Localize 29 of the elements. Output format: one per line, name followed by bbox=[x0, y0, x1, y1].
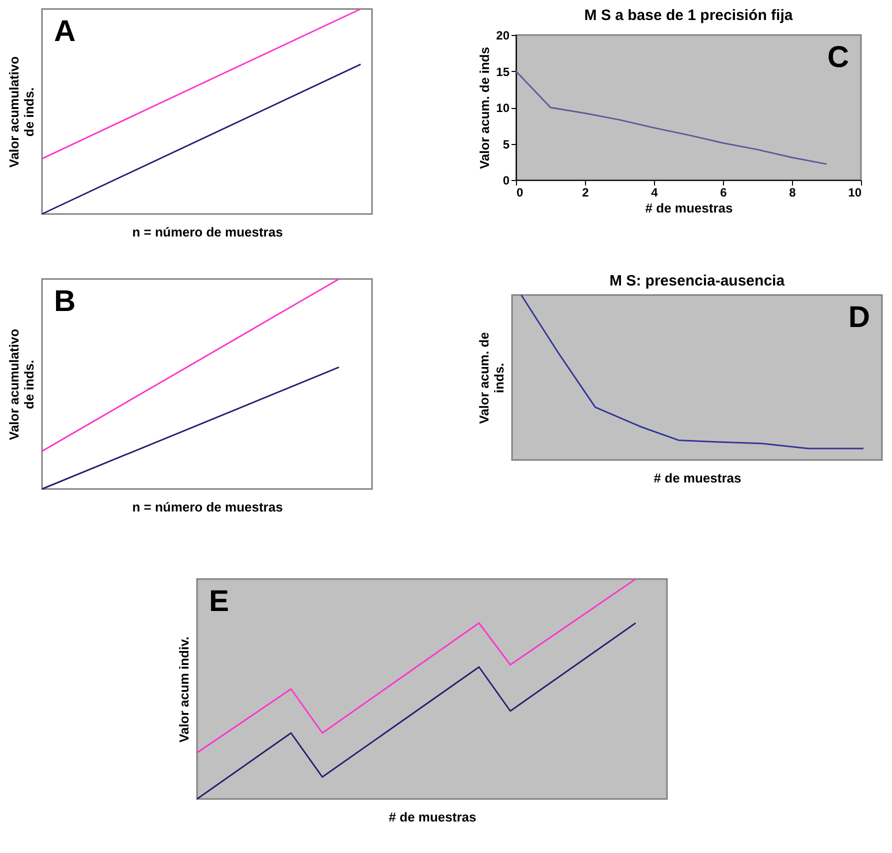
x-tick-label: 4 bbox=[651, 186, 658, 200]
y-axis-title: Valor acumulativo de inds. bbox=[6, 56, 36, 168]
y-axis-title: Valor acumulativo de inds. bbox=[6, 328, 36, 440]
annotation: A bbox=[54, 15, 76, 48]
annotation: B bbox=[54, 285, 76, 318]
x-tick-label: 6 bbox=[720, 186, 728, 200]
x-axis-title: n = número de muestras bbox=[132, 500, 283, 514]
x-axis-title: # de muestras bbox=[645, 200, 733, 216]
x-tick-label: 2 bbox=[582, 186, 590, 200]
x-tick-label: 10 bbox=[848, 186, 862, 200]
y-tick-label: 5 bbox=[502, 137, 510, 152]
y-axis-title: Valor acum. de inds bbox=[477, 46, 492, 170]
y-axis-title: Valor acum indiv. bbox=[176, 636, 192, 742]
x-tick-label: 8 bbox=[789, 186, 796, 200]
line-series bbox=[515, 70, 828, 165]
x-axis-title: # de muestras bbox=[654, 470, 742, 486]
y-tick-label: 20 bbox=[496, 28, 510, 42]
annotation: E bbox=[209, 585, 230, 618]
y-axis-title: Valor acum. de inds. bbox=[476, 332, 506, 424]
y-tick-label: 0 bbox=[502, 174, 510, 188]
chart-title: M S a base de 1 precisión fija bbox=[584, 7, 794, 24]
annotation: C bbox=[827, 41, 849, 74]
x-tick-label: 0 bbox=[516, 186, 524, 200]
x-axis-title: n = número de muestras bbox=[132, 224, 283, 240]
chart-title: M S: presencia-ausencia bbox=[609, 272, 786, 290]
y-tick-label: 15 bbox=[496, 64, 510, 79]
x-axis-title: # de muestras bbox=[388, 810, 476, 824]
y-tick-label: 10 bbox=[496, 101, 510, 115]
annotation: D bbox=[848, 301, 870, 334]
